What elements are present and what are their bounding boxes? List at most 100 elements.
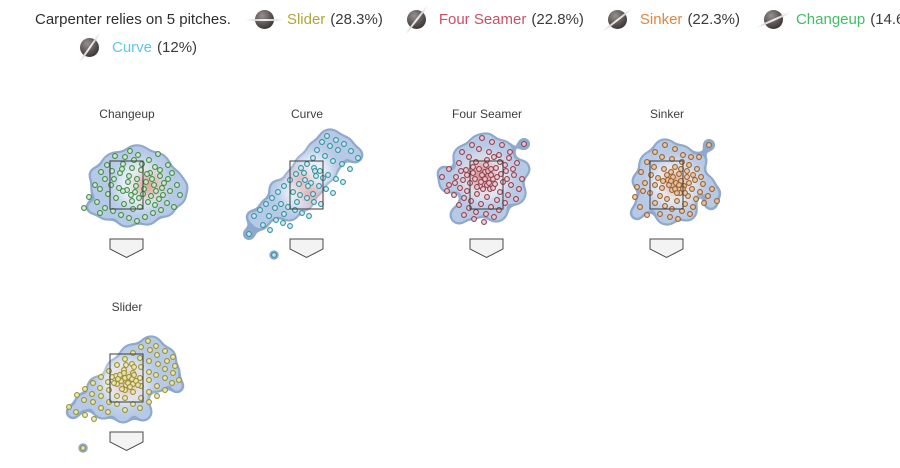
pitch-point xyxy=(119,386,125,392)
pitch-point xyxy=(514,160,520,166)
pitch-point xyxy=(458,168,464,174)
pitch-point xyxy=(86,194,92,200)
pitch-point xyxy=(483,211,489,217)
pitch-point xyxy=(137,355,143,361)
pitch-point xyxy=(128,192,134,198)
pitch-point xyxy=(97,186,103,192)
pitch-point xyxy=(146,369,152,375)
pitch-point xyxy=(298,165,304,171)
baseball-icon xyxy=(602,7,633,32)
pitch-point xyxy=(492,181,498,187)
pitch-point xyxy=(705,193,711,199)
pitch-point xyxy=(130,350,136,356)
pitch-point xyxy=(468,198,474,204)
pitch-point xyxy=(662,142,668,148)
pitch-point xyxy=(687,211,693,217)
pitch-point xyxy=(474,191,480,197)
pitch-point xyxy=(657,193,663,199)
strike-zone xyxy=(649,160,684,210)
baseball-icon xyxy=(78,31,101,64)
pitch-point xyxy=(312,168,318,174)
pitch-point xyxy=(149,176,155,182)
pitch-point xyxy=(169,170,175,176)
pitch-point xyxy=(121,201,127,207)
pitch-location-small-multiples: Changeup Curve Four Seamer Sinker Slider xyxy=(0,107,900,465)
pitch-point xyxy=(478,179,484,185)
baseball-icon xyxy=(756,10,791,29)
pitch-point xyxy=(153,372,159,378)
pitch-location-plot-curve xyxy=(242,128,364,261)
pitch-point xyxy=(474,184,480,190)
pitch-point xyxy=(516,186,522,192)
pitch-point xyxy=(176,377,182,383)
pitch-point xyxy=(453,174,459,180)
pitch-point xyxy=(137,405,143,411)
pitch-point xyxy=(111,176,117,182)
pitch-point xyxy=(169,380,175,386)
pitch-point xyxy=(112,153,118,159)
pitch-point xyxy=(659,185,665,191)
pitch-point xyxy=(126,215,132,221)
pitch-point xyxy=(305,183,311,189)
pitch-point xyxy=(172,363,178,369)
pitch-point xyxy=(152,202,158,208)
pitch-panel-changeup: Changeup xyxy=(37,107,217,272)
panel-title-curve: Curve xyxy=(290,107,323,121)
pitch-point xyxy=(92,182,98,188)
pitch-point xyxy=(339,161,345,167)
pitch-point xyxy=(157,167,163,173)
pitch-point xyxy=(684,174,690,180)
pitch-point xyxy=(129,198,135,204)
pitch-point xyxy=(491,214,497,220)
pitch-point xyxy=(464,188,470,194)
pitch-point xyxy=(634,184,640,190)
pitch-point xyxy=(137,375,143,381)
pitch-point xyxy=(456,202,462,208)
pitch-point xyxy=(304,161,310,167)
pitch-trajectory-line xyxy=(245,18,283,21)
pitch-point xyxy=(114,362,120,368)
pitch-point xyxy=(171,204,177,210)
pitch-point xyxy=(272,205,278,211)
baseball-icon xyxy=(404,4,429,35)
pitch-point xyxy=(91,416,97,422)
pitch-point xyxy=(652,182,658,188)
pitch-point xyxy=(503,168,509,174)
pitch-point xyxy=(488,172,494,178)
pitch-point xyxy=(139,161,145,167)
pitch-point xyxy=(652,149,658,155)
pitch-point xyxy=(317,168,323,174)
pitch-point xyxy=(668,178,674,184)
pitch-point xyxy=(476,146,482,152)
pitch-point xyxy=(136,195,142,201)
pitch-name: Four Seamer xyxy=(438,11,527,28)
pitch-point xyxy=(146,377,152,383)
pitch-point xyxy=(461,195,467,201)
pitch-point xyxy=(153,188,159,194)
pitch-name: Curve xyxy=(112,39,153,56)
pitch-point xyxy=(642,180,648,186)
pitch-point xyxy=(81,397,87,403)
pitch-point xyxy=(464,172,470,178)
pitch-point xyxy=(80,445,86,451)
pitch-point xyxy=(147,347,153,353)
pitch-point xyxy=(106,387,112,393)
pitch-point xyxy=(122,407,128,413)
pitch-point xyxy=(66,404,72,410)
pitch-point xyxy=(493,165,499,171)
pitch-point xyxy=(108,182,114,188)
pitch-name: Slider xyxy=(286,11,326,28)
pitch-point xyxy=(484,157,490,163)
pitch-point xyxy=(497,159,503,165)
pitch-point xyxy=(154,383,160,389)
pitch-point xyxy=(496,152,502,158)
pitch-point xyxy=(480,186,486,192)
pitch-point xyxy=(125,179,131,185)
pitch-point xyxy=(275,189,281,195)
pitch-point xyxy=(655,175,661,181)
pitch-point xyxy=(82,386,88,392)
pitch-point xyxy=(129,165,135,171)
pitch-point xyxy=(452,180,458,186)
pitch-point xyxy=(141,186,147,192)
pitch-point xyxy=(521,141,527,147)
